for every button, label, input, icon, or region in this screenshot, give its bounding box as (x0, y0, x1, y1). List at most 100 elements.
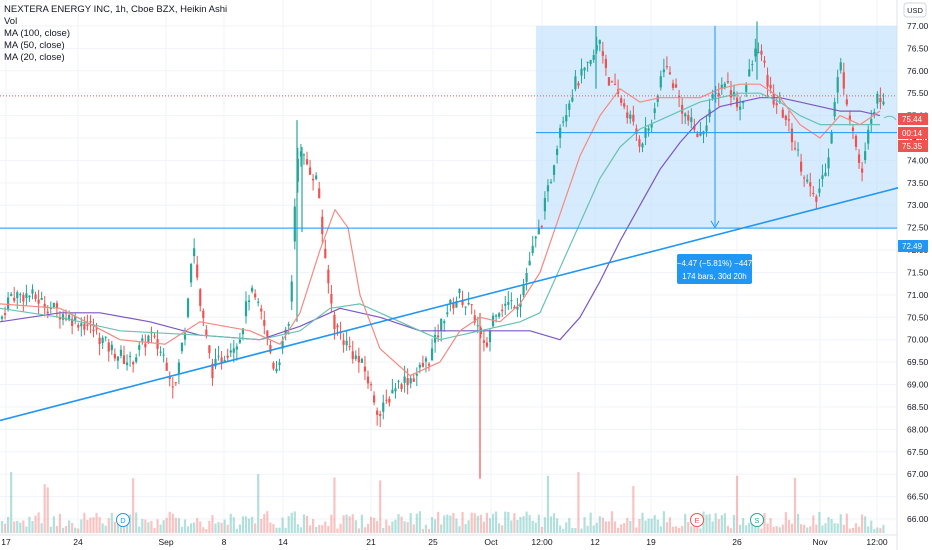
candle-body (440, 318, 443, 332)
candle-body (775, 103, 778, 106)
candle-body (293, 206, 296, 242)
volume-bar (333, 477, 336, 533)
chart-legend: NEXTERA ENERGY INC, 1h, Cboe BZX, Heikin… (4, 4, 227, 64)
indicator-ma20[interactable]: MA (20, close) (4, 52, 65, 63)
volume-bar (302, 514, 306, 533)
candle-body (132, 362, 135, 365)
candle-body (52, 302, 55, 308)
volume-bar (568, 518, 571, 533)
candle-body (760, 50, 763, 55)
candle-body (119, 349, 123, 356)
trendline (0, 186, 901, 422)
candle-body (598, 40, 601, 44)
candle-body (739, 106, 742, 110)
candle-body (110, 344, 113, 351)
candle-body (74, 316, 77, 321)
volume-bar (385, 519, 388, 533)
volume-bar (318, 524, 321, 533)
candle-body (71, 318, 74, 326)
volume-bar (613, 521, 617, 533)
indicator-ma50[interactable]: MA (50, close) (4, 40, 65, 51)
volume-bar (421, 528, 424, 533)
volume-bar (812, 515, 815, 533)
candle-body (580, 68, 583, 76)
candle-body (80, 323, 83, 327)
x-tick-label: Oct (484, 537, 498, 547)
candle-body (699, 132, 702, 136)
volume-bar (129, 514, 132, 533)
candle-body (217, 355, 220, 357)
x-tick-label: Sep (158, 537, 173, 547)
candle-body (482, 340, 485, 343)
volume-bar (13, 521, 16, 533)
volume-bar (394, 519, 397, 533)
candle-body (806, 179, 809, 182)
volume-bar (403, 521, 406, 533)
candle-body (821, 175, 824, 180)
candle-body (485, 342, 489, 347)
volume-bar (379, 480, 382, 533)
candle-body (476, 325, 479, 327)
volume-bar (211, 515, 214, 533)
candle-body (781, 109, 784, 118)
indicator-vol[interactable]: Vol (4, 16, 18, 27)
candle-body (434, 334, 437, 343)
range-box-layer (536, 25, 897, 229)
candle-body (629, 114, 632, 119)
volume-bar (470, 512, 473, 533)
volume-bar (623, 523, 626, 533)
candle-body (815, 196, 818, 202)
candle-body (223, 360, 226, 362)
y-tick-label: 70.00 (907, 335, 929, 345)
volume-bar (424, 524, 428, 533)
indicator-ma100[interactable]: MA (100, close) (4, 28, 70, 39)
candle-body (873, 111, 876, 116)
candle-body (647, 128, 650, 131)
volume-bar (186, 526, 190, 533)
candle-body (403, 376, 406, 383)
volume-bar (720, 515, 723, 533)
volume-bar (626, 517, 629, 533)
grid (0, 0, 898, 550)
candle-body (635, 128, 638, 135)
candle-body (748, 69, 751, 77)
y-tick-label: 73.50 (907, 178, 929, 188)
volume-bar (116, 520, 119, 533)
volume-bar (28, 516, 31, 533)
candle-body (186, 298, 190, 317)
candle-body (626, 112, 629, 119)
volume-bar (839, 514, 842, 533)
candle-body (147, 335, 150, 343)
candle-body (58, 317, 62, 320)
candle-body (809, 182, 812, 187)
candle-body (220, 357, 223, 364)
volume-bar (95, 513, 98, 533)
volume-bar (876, 527, 879, 533)
candle-body (671, 83, 675, 88)
x-tick-label: 21 (366, 537, 376, 547)
candle-body (129, 355, 132, 357)
volume-bar (793, 477, 797, 533)
candle-body (409, 378, 412, 384)
candle-body (107, 342, 110, 352)
volume-bar (449, 515, 452, 533)
volume-bar (418, 511, 421, 533)
x-tick-label: 8 (222, 537, 227, 547)
candle-body (34, 294, 37, 299)
candle-body (693, 125, 696, 130)
volume-bar (531, 520, 534, 533)
candle-body (848, 115, 851, 121)
candle-body (31, 289, 34, 294)
candle-body (162, 354, 165, 356)
volume-bar (854, 523, 858, 533)
candle-body (305, 159, 309, 165)
candle-body (68, 314, 71, 321)
candle-body (757, 51, 760, 54)
candle-body (711, 94, 714, 99)
volume-bar (665, 522, 668, 533)
moving-averages (0, 83, 881, 377)
volume-bar (867, 526, 870, 533)
volume-bar (40, 523, 43, 533)
volume-bar (851, 527, 855, 533)
